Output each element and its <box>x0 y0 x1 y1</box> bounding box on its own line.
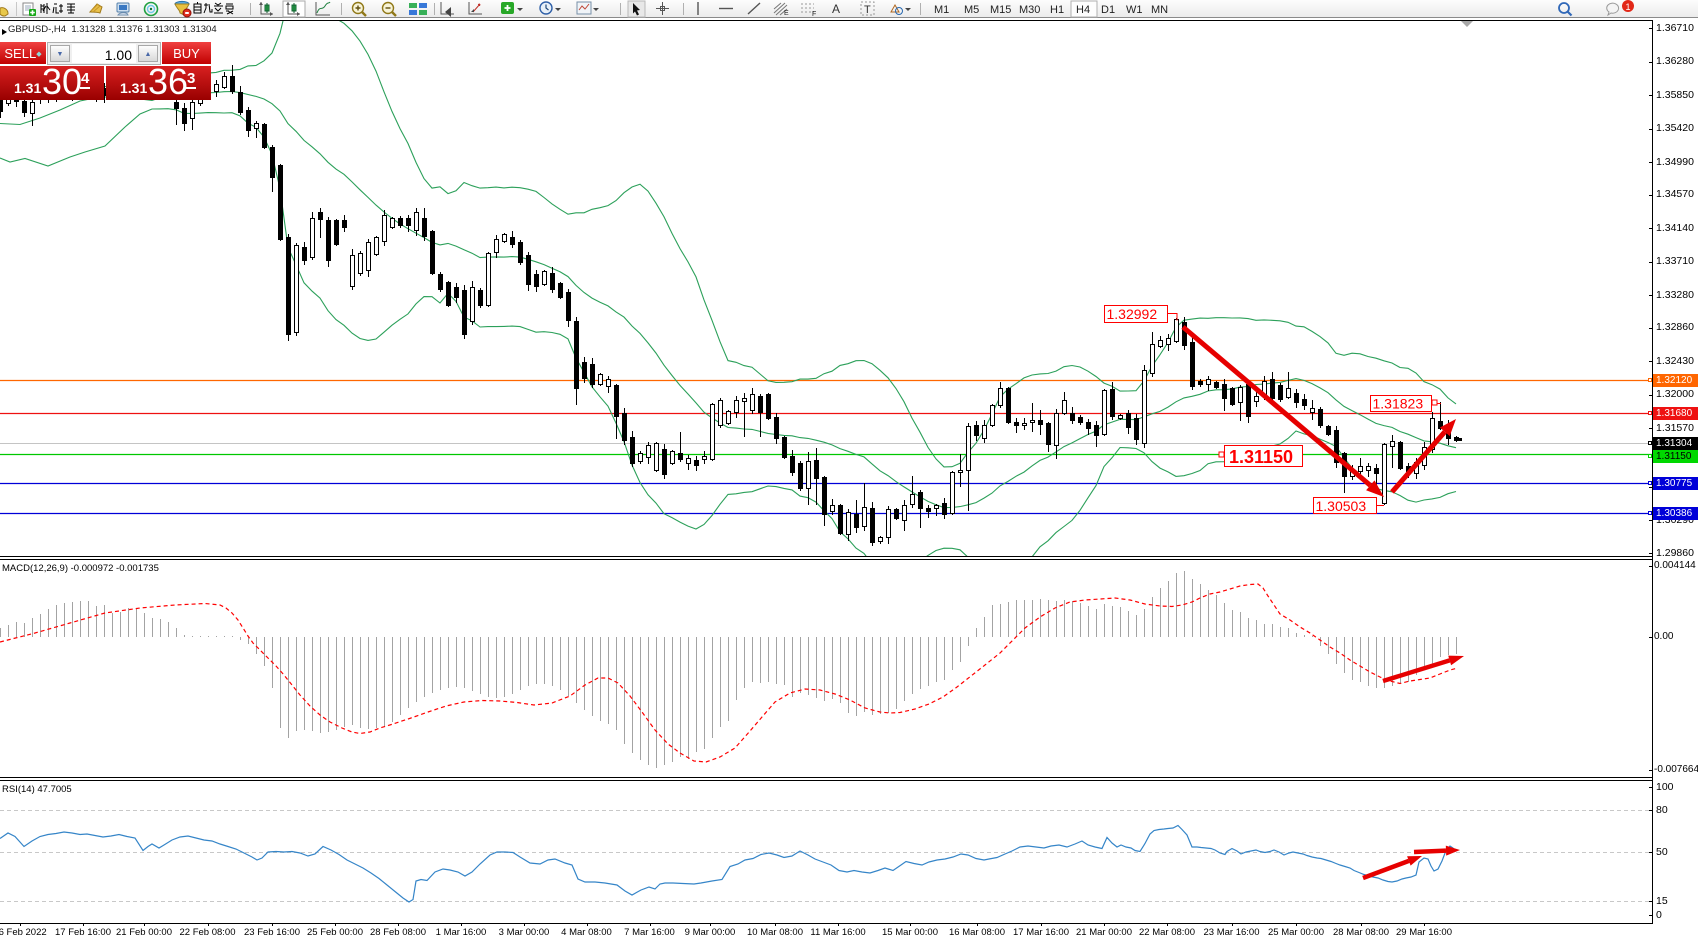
svg-text:H1: H1 <box>1050 4 1064 16</box>
svg-text:1.31823: 1.31823 <box>1373 396 1424 412</box>
svg-text:T: T <box>864 4 871 16</box>
svg-text:1.32992: 1.32992 <box>1107 306 1158 322</box>
svg-text:H4: H4 <box>1076 4 1090 16</box>
svg-text:1.31150: 1.31150 <box>1229 447 1293 467</box>
svg-text:D1: D1 <box>1101 4 1115 16</box>
svg-text:1: 1 <box>1626 2 1631 12</box>
svg-text:F: F <box>812 11 816 18</box>
svg-text:M30: M30 <box>1019 4 1040 16</box>
svg-text:M15: M15 <box>990 4 1011 16</box>
svg-text:1.30503: 1.30503 <box>1316 498 1367 514</box>
svg-text:M1: M1 <box>934 4 949 16</box>
svg-text:A: A <box>832 2 840 16</box>
svg-text:MN: MN <box>1151 4 1168 16</box>
svg-text:W1: W1 <box>1126 4 1143 16</box>
svg-text:M5: M5 <box>964 4 979 16</box>
svg-text:E: E <box>784 10 789 17</box>
